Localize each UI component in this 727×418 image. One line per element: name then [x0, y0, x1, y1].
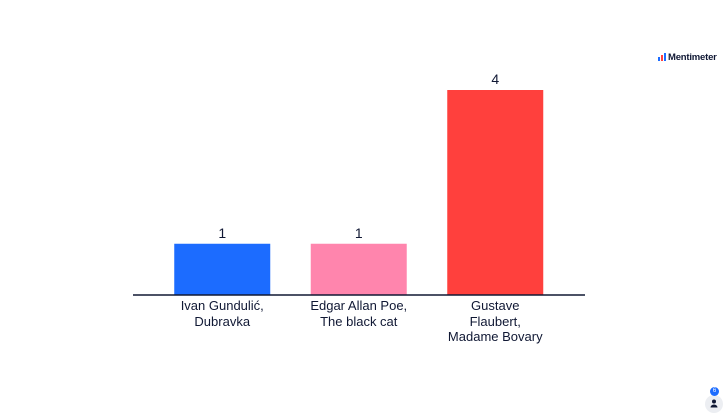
value-label: 1	[218, 225, 226, 241]
bar	[174, 243, 271, 295]
person-icon	[712, 399, 716, 404]
brand-icon	[658, 53, 666, 61]
category-label: Edgar Allan Poe, The black cat	[310, 298, 408, 329]
bar	[310, 243, 407, 295]
value-label: 1	[355, 225, 363, 241]
category-label: Gustave Flaubert, Madame Bovary	[447, 298, 543, 344]
category-label: Ivan Gundulić, Dubravka	[180, 298, 264, 329]
participant-count: 6	[710, 387, 719, 396]
participants-button[interactable]	[705, 395, 723, 413]
bar	[447, 90, 544, 295]
person-icon	[710, 404, 718, 408]
value-label: 4	[491, 71, 499, 87]
brand-name: Mentimeter	[668, 52, 717, 63]
